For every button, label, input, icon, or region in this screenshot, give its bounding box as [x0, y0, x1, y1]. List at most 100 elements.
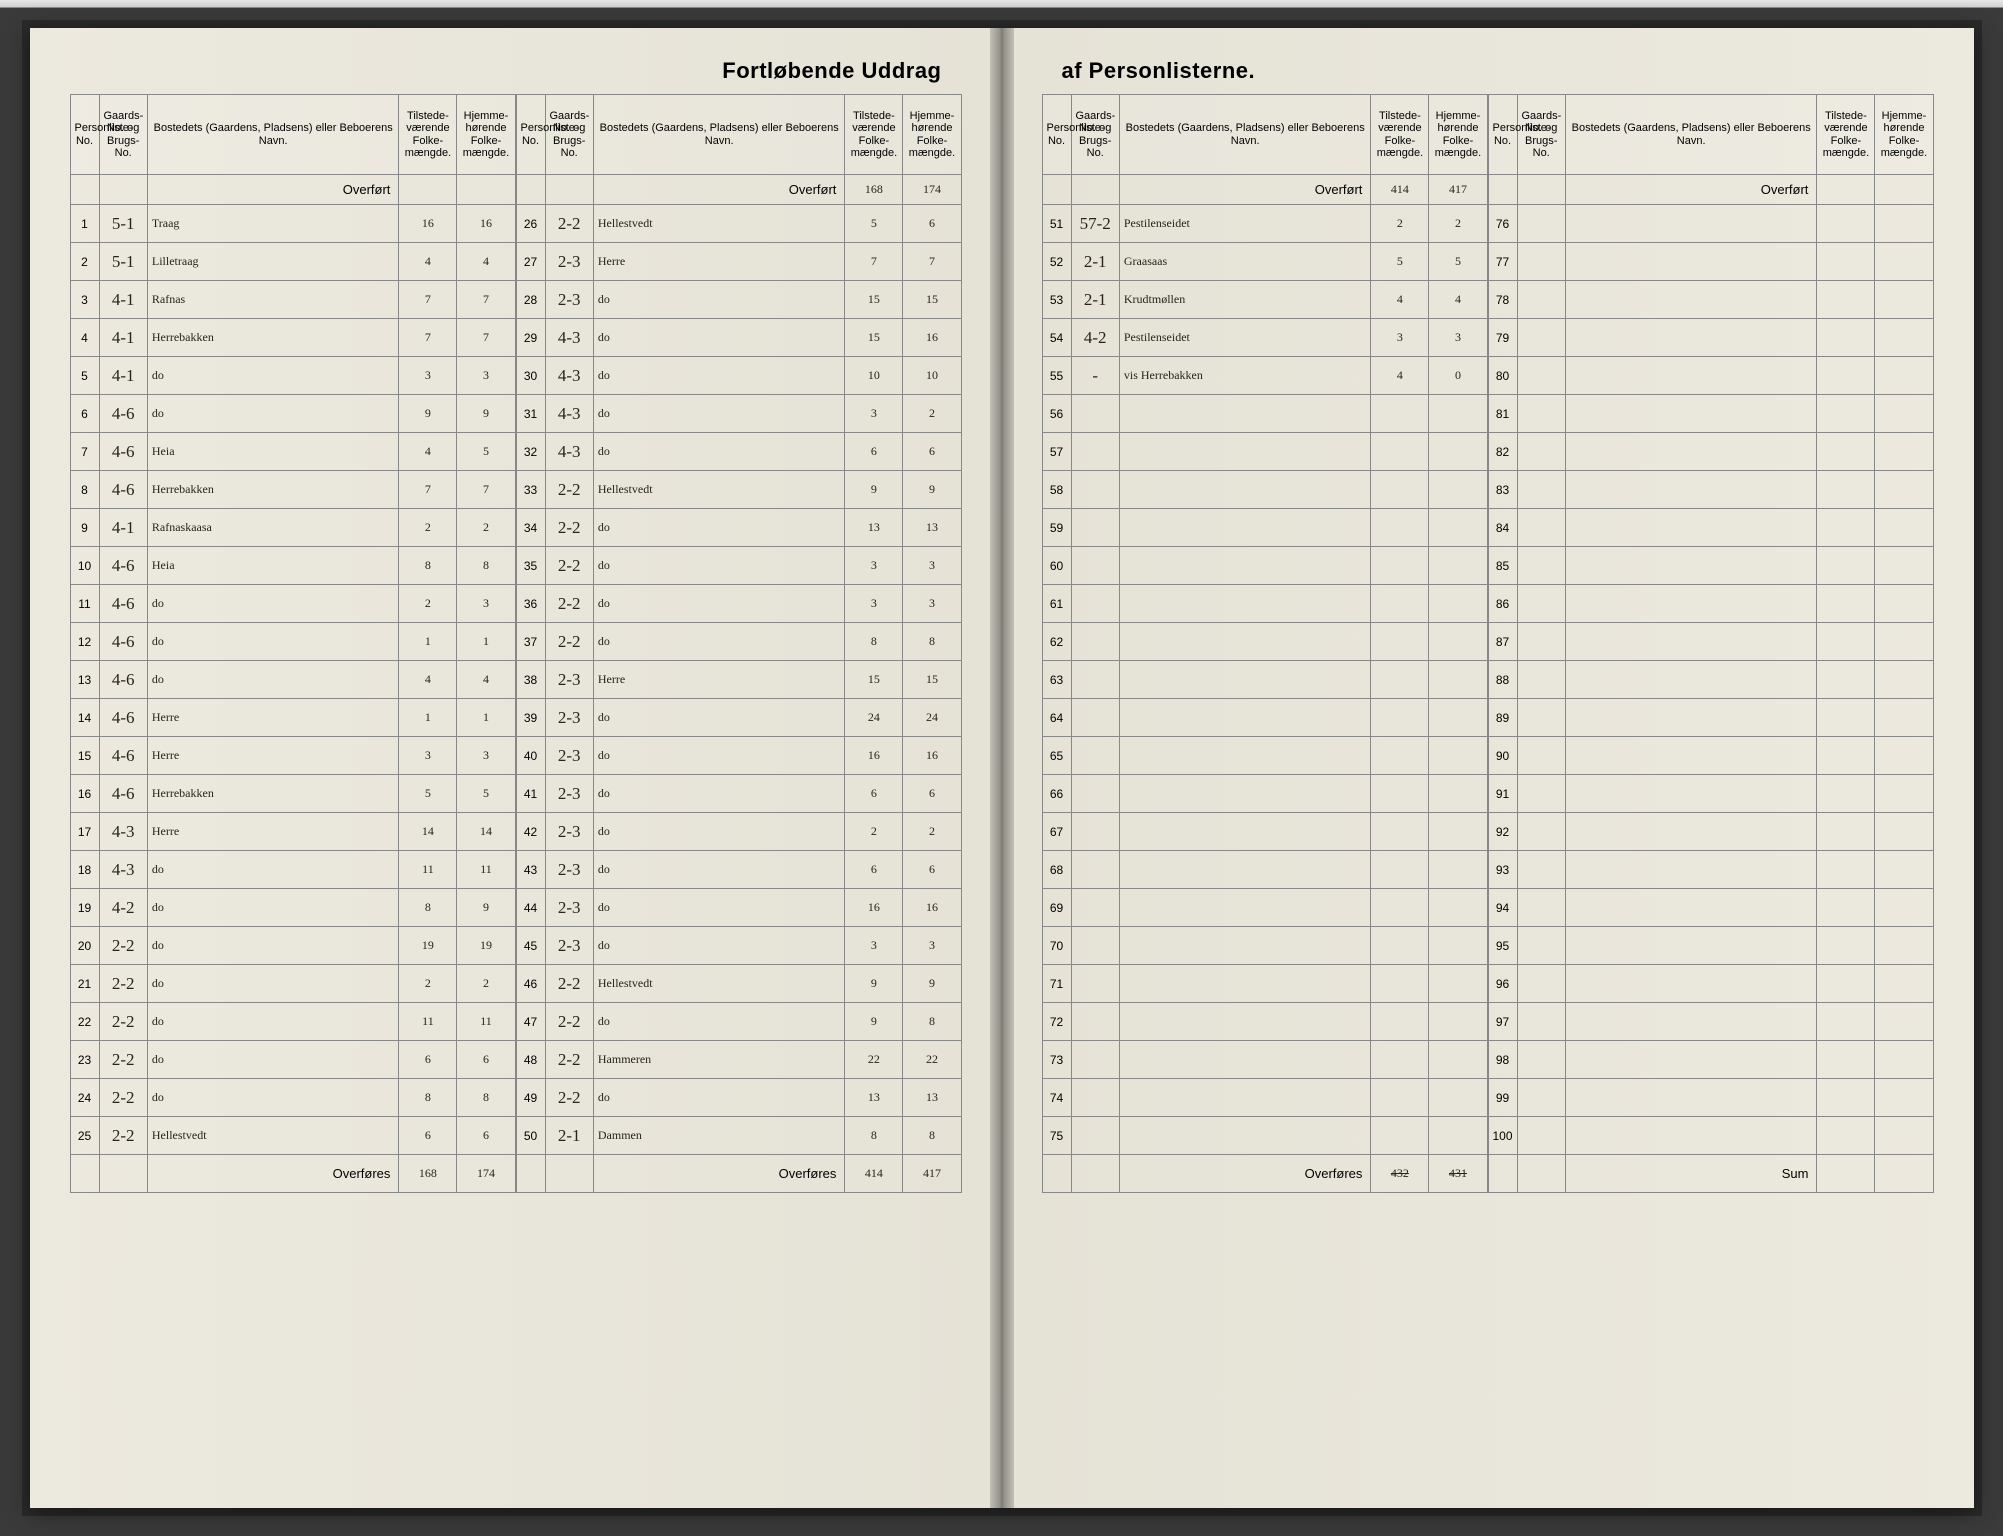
cell-gno — [1071, 509, 1119, 547]
cell-pl: 89 — [1488, 699, 1517, 737]
ledger-row: 184-3do1111 — [70, 851, 515, 889]
cell-name: Herrebakken — [147, 471, 399, 509]
cell-tv — [1817, 699, 1875, 737]
cell-name: do — [593, 813, 845, 851]
cell-name — [1565, 585, 1817, 623]
cell-gno — [1517, 1041, 1565, 1079]
cell-hh: 6 — [457, 1117, 515, 1155]
cell-hh: 3 — [457, 357, 515, 395]
ledger-row: 90 — [1488, 737, 1933, 775]
cell-tv — [1371, 1079, 1429, 1117]
cell-hh: 6 — [903, 205, 961, 243]
cell-name — [1565, 395, 1817, 433]
cell-hh — [1429, 661, 1487, 699]
ledger-row: 482-2Hammeren2222 — [516, 1041, 961, 1079]
cell-tv: 9 — [845, 1003, 903, 1041]
cell-name — [1119, 737, 1371, 775]
cell-name — [1565, 243, 1817, 281]
cell-hh — [1875, 319, 1933, 357]
col-header-gaards: Gaards-No. og Brugs-No. — [545, 95, 593, 175]
ledger-row: 85 — [1488, 547, 1933, 585]
cell-name: do — [593, 281, 845, 319]
cell-name: Krudtmøllen — [1119, 281, 1371, 319]
cell-pl: 82 — [1488, 433, 1517, 471]
cell-gno — [1071, 813, 1119, 851]
cell-gno — [1517, 851, 1565, 889]
ledger-row: 69 — [1042, 889, 1487, 927]
cell-hh — [1875, 927, 1933, 965]
ledger-row: 97 — [1488, 1003, 1933, 1041]
cell-gno — [1517, 1079, 1565, 1117]
col-header-bosted: Bostedets (Gaardens, Pladsens) eller Beb… — [147, 95, 399, 175]
cell-name: do — [593, 319, 845, 357]
col-header-gaards: Gaards-No. og Brugs-No. — [1071, 95, 1119, 175]
ledger-row: 73 — [1042, 1041, 1487, 1079]
cell-name: do — [593, 927, 845, 965]
cell-tv — [1817, 889, 1875, 927]
cell-hh — [1429, 509, 1487, 547]
cell-name — [1565, 851, 1817, 889]
cell-pl: 49 — [516, 1079, 545, 1117]
ledger-row: 95 — [1488, 927, 1933, 965]
cell-tv: 6 — [399, 1117, 457, 1155]
cell-hh — [1875, 775, 1933, 813]
cell-gno — [1517, 813, 1565, 851]
cell-name — [1565, 1041, 1817, 1079]
cell-pl: 14 — [70, 699, 99, 737]
cell-hh: 9 — [457, 395, 515, 433]
cell-pl: 16 — [70, 775, 99, 813]
cell-pl: 51 — [1042, 205, 1071, 243]
ledger-row: 462-2Hellestvedt99 — [516, 965, 961, 1003]
cell-name: do — [593, 357, 845, 395]
cell-hh: 7 — [903, 243, 961, 281]
cell-pl: 33 — [516, 471, 545, 509]
cell-hh: 6 — [903, 851, 961, 889]
cell-pl: 44 — [516, 889, 545, 927]
cell-gno: 2-2 — [545, 471, 593, 509]
cell-gno — [1071, 1003, 1119, 1041]
cell-hh — [1429, 927, 1487, 965]
cell-gno — [1071, 965, 1119, 1003]
cell-pl: 29 — [516, 319, 545, 357]
cell-name: do — [593, 1079, 845, 1117]
cell-gno — [1071, 927, 1119, 965]
cell-pl: 91 — [1488, 775, 1517, 813]
cell-tv: 3 — [845, 547, 903, 585]
cell-pl: 30 — [516, 357, 545, 395]
cell-name: Heia — [147, 433, 399, 471]
cell-hh — [1875, 737, 1933, 775]
overfort-label: Overført — [1565, 175, 1817, 205]
cell-name — [1565, 357, 1817, 395]
cell-gno: 2-1 — [545, 1117, 593, 1155]
cell-tv: 9 — [845, 965, 903, 1003]
scanner-frame: Fortløbende Uddrag Personliste-No.Gaards… — [22, 20, 1982, 1516]
cell-pl: 18 — [70, 851, 99, 889]
cell-hh: 7 — [457, 281, 515, 319]
cell-hh — [1875, 1079, 1933, 1117]
col-header-bosted: Bostedets (Gaardens, Pladsens) eller Beb… — [593, 95, 845, 175]
cell-tv: 16 — [845, 889, 903, 927]
cell-pl: 96 — [1488, 965, 1517, 1003]
cell-pl: 73 — [1042, 1041, 1071, 1079]
page-title-right: af Personlisterne. — [1042, 58, 1934, 84]
cell-gno — [1071, 623, 1119, 661]
cell-tv — [1371, 889, 1429, 927]
cell-gno — [1517, 1003, 1565, 1041]
cell-hh — [1875, 1041, 1933, 1079]
cell-name: Hellestvedt — [593, 965, 845, 1003]
cell-name — [1119, 547, 1371, 585]
overfort-tv: 168 — [845, 175, 903, 205]
cell-pl: 70 — [1042, 927, 1071, 965]
cell-gno: 4-1 — [99, 281, 147, 319]
ledger-row: 342-2do1313 — [516, 509, 961, 547]
cell-hh: 8 — [457, 1079, 515, 1117]
cell-name — [1565, 1079, 1817, 1117]
cell-tv — [1817, 357, 1875, 395]
cell-gno: 4-6 — [99, 471, 147, 509]
ledger-row: 96 — [1488, 965, 1933, 1003]
cell-hh: 9 — [903, 471, 961, 509]
cell-tv — [1817, 395, 1875, 433]
ledger-row: 87 — [1488, 623, 1933, 661]
ledger-row: 67 — [1042, 813, 1487, 851]
cell-tv: 8 — [399, 889, 457, 927]
